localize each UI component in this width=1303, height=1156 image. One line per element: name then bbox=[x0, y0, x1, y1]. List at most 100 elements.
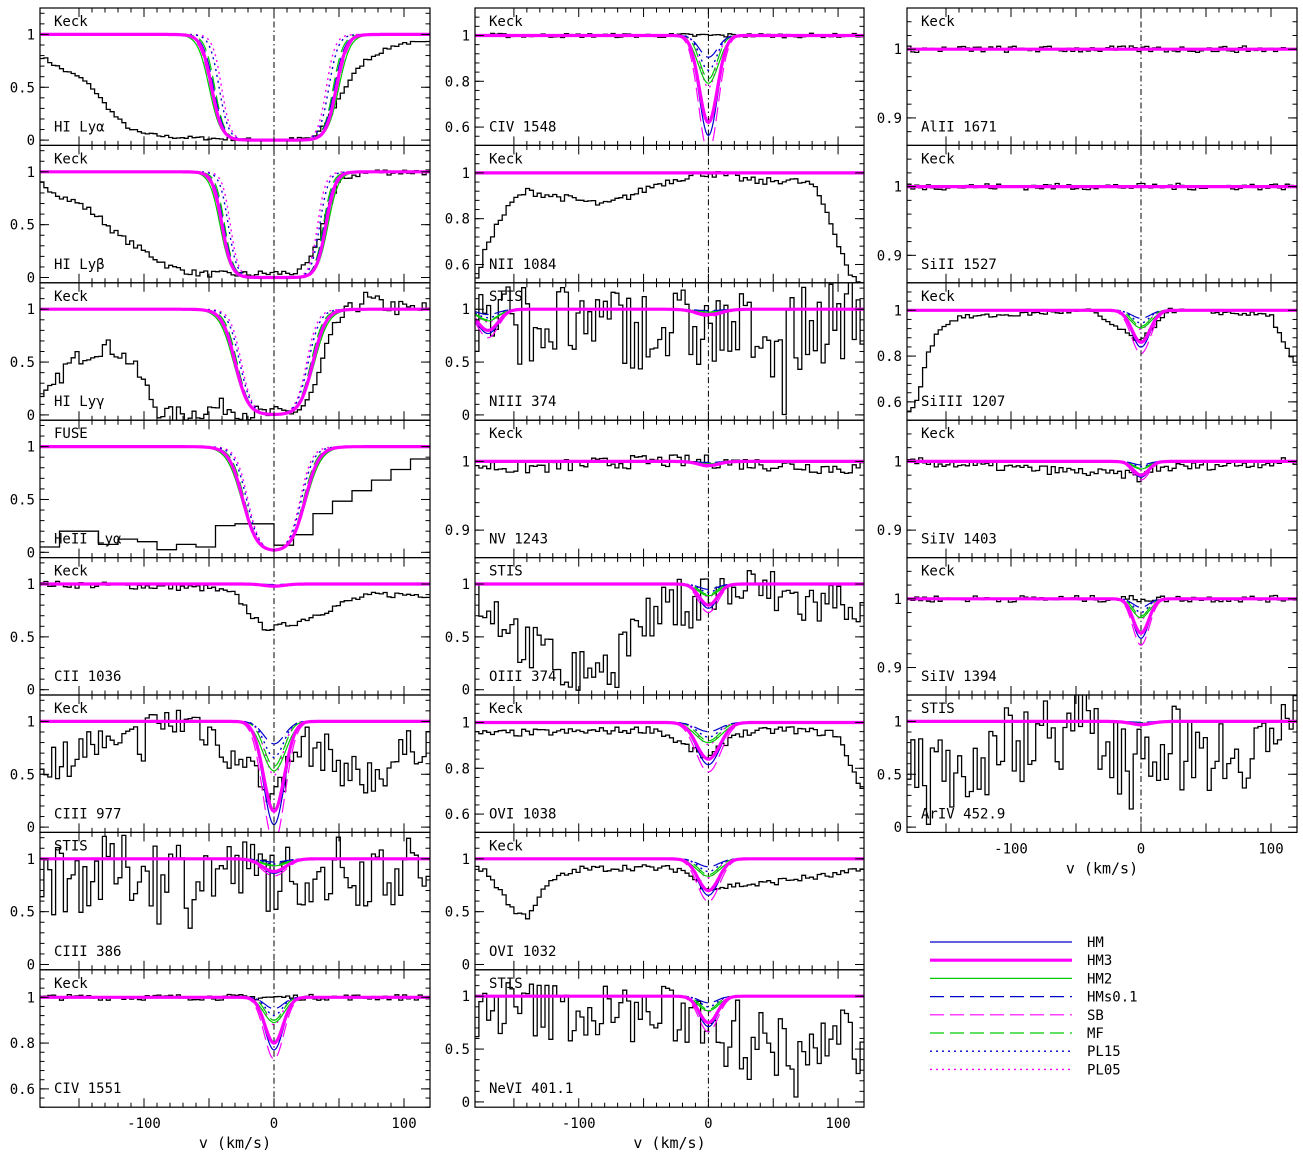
y-tick-label: 1 bbox=[462, 454, 470, 470]
panel-19: 0.9 1 Keck SiIV 1403 bbox=[877, 419, 1298, 559]
y-tick-label: 0.9 bbox=[877, 523, 902, 539]
model-hm3 bbox=[40, 32, 430, 142]
instrument-label: Keck bbox=[54, 976, 88, 992]
line-label: HeII Lyα bbox=[54, 532, 122, 548]
x-tick-label: -100 bbox=[562, 1116, 596, 1132]
panel-4: 0 0.5 1 Keck CII 1036 bbox=[10, 556, 431, 699]
line-label: HI Lyα bbox=[54, 119, 105, 135]
model-pl05 bbox=[475, 34, 864, 89]
observed-spectrum bbox=[40, 291, 430, 421]
panel-21: 0 0.5 1 STIS ArIV 452.9 bbox=[877, 694, 1298, 836]
line-label: CII 1036 bbox=[54, 669, 121, 685]
y-tick-label: 0 bbox=[27, 545, 35, 561]
observed-spectrum bbox=[475, 726, 864, 789]
legend-label: HM bbox=[1087, 935, 1104, 951]
y-tick-label: 1 bbox=[27, 440, 35, 456]
x-axis-label: v (km/s) bbox=[633, 1134, 705, 1152]
y-tick-label: 0.6 bbox=[445, 807, 470, 823]
panel-18: 0.6 0.8 1 Keck SiIII 1207 bbox=[877, 282, 1298, 421]
model-hm3 bbox=[475, 307, 864, 333]
model-hm3 bbox=[40, 307, 430, 416]
y-tick-label: 0.9 bbox=[445, 523, 470, 539]
legend: HM HM3 HM2 HMs0.1 SB MF PL15 PL05 bbox=[930, 935, 1138, 1078]
x-tick-label: 0 bbox=[704, 1116, 712, 1132]
model-hm3 bbox=[475, 857, 864, 893]
panel-0: 0 0.5 1 Keck HI Lyα bbox=[10, 7, 431, 149]
model-hms0-1 bbox=[475, 34, 864, 58]
instrument-label: Keck bbox=[489, 838, 523, 854]
y-tick-label: 1 bbox=[462, 577, 470, 593]
x-tick-label: 100 bbox=[825, 1116, 850, 1132]
y-tick-label: 0.8 bbox=[10, 1036, 35, 1052]
instrument-label: Keck bbox=[489, 151, 523, 167]
model-sb bbox=[907, 460, 1297, 481]
y-tick-label: 0.5 bbox=[10, 355, 35, 371]
y-tick-label: 1 bbox=[462, 852, 470, 868]
y-tick-label: 0 bbox=[894, 820, 902, 836]
y-tick-label: 0 bbox=[27, 683, 35, 699]
line-label: HI Lyγ bbox=[54, 394, 105, 410]
instrument-label: Keck bbox=[54, 14, 88, 30]
line-label: CIV 1551 bbox=[54, 1081, 121, 1097]
legend-label: MF bbox=[1087, 1026, 1104, 1042]
line-label: NIII 374 bbox=[489, 394, 556, 410]
instrument-label: Keck bbox=[921, 14, 955, 30]
y-tick-label: 1 bbox=[27, 577, 35, 593]
line-label: CIII 386 bbox=[54, 944, 121, 960]
observed-spectrum bbox=[40, 834, 430, 929]
instrument-label: Keck bbox=[54, 564, 88, 580]
instrument-label: Keck bbox=[921, 564, 955, 580]
x-tick-label: 100 bbox=[1258, 841, 1283, 857]
y-tick-label: 0 bbox=[462, 683, 470, 699]
observed-spectrum bbox=[907, 45, 1297, 54]
panel-8: 0.6 0.8 1 Keck CIV 1548 bbox=[445, 7, 865, 146]
panel-20: 0.9 1 Keck SiIV 1394 bbox=[877, 556, 1298, 696]
y-tick-label: 0.5 bbox=[10, 905, 35, 921]
line-label: NeVI 401.1 bbox=[489, 1081, 573, 1097]
y-tick-label: 0.5 bbox=[445, 905, 470, 921]
y-tick-label: 1 bbox=[894, 454, 902, 470]
panel-1: 0 0.5 1 Keck HI Lyβ bbox=[10, 144, 431, 287]
line-label: OVI 1038 bbox=[489, 806, 556, 822]
y-tick-label: 0 bbox=[27, 820, 35, 836]
y-tick-label: 0.6 bbox=[10, 1082, 35, 1098]
x-tick-label: -100 bbox=[994, 841, 1028, 857]
line-label: SiIV 1403 bbox=[921, 532, 997, 548]
instrument-label: Keck bbox=[489, 14, 523, 30]
panel-15: 0 0.5 1 STIS NeVI 401.1 bbox=[445, 969, 865, 1111]
observed-spectrum bbox=[475, 171, 864, 283]
y-tick-label: 0.8 bbox=[445, 212, 470, 228]
panel-3: 0 0.5 1 FUSE HeII Lyα bbox=[10, 419, 431, 561]
y-tick-label: 0.9 bbox=[877, 661, 902, 677]
model-hm3 bbox=[475, 994, 864, 1025]
y-tick-label: 0.5 bbox=[10, 80, 35, 96]
line-label: OIII 374 bbox=[489, 669, 556, 685]
y-tick-label: 0 bbox=[27, 408, 35, 424]
model-pl15 bbox=[475, 34, 864, 72]
y-tick-label: 0.5 bbox=[877, 767, 902, 783]
observed-spectrum bbox=[475, 864, 864, 920]
observed-spectrum bbox=[40, 40, 430, 142]
instrument-label: Keck bbox=[54, 289, 88, 305]
y-tick-label: 1 bbox=[462, 302, 470, 318]
observed-spectrum bbox=[40, 709, 430, 803]
y-tick-label: 0.5 bbox=[10, 630, 35, 646]
x-tick-label: 100 bbox=[391, 1116, 416, 1132]
model-hm bbox=[907, 598, 1297, 639]
line-label: AlII 1671 bbox=[921, 119, 997, 135]
legend-label: PL15 bbox=[1087, 1044, 1121, 1060]
line-label: NV 1243 bbox=[489, 532, 548, 548]
x-axis-label: v (km/s) bbox=[1066, 859, 1138, 877]
observed-spectrum bbox=[475, 982, 864, 1098]
y-tick-label: 0.5 bbox=[445, 355, 470, 371]
panel-12: 0 0.5 1 STIS OIII 374 bbox=[445, 556, 865, 699]
model-hm3 bbox=[907, 597, 1297, 635]
x-tick-label: 0 bbox=[1137, 841, 1145, 857]
model-hm3 bbox=[475, 582, 864, 607]
y-tick-label: 0.9 bbox=[877, 111, 902, 127]
line-label: OVI 1032 bbox=[489, 944, 556, 960]
panels: 0 0.5 1 Keck HI Lyα 0 0.5 1 Keck HI Lyβ 0 0.5 1 Keck H… bbox=[10, 7, 1298, 1111]
panel-14: 0 0.5 1 Keck OVI 1032 bbox=[445, 831, 865, 974]
instrument-label: Keck bbox=[921, 151, 955, 167]
legend-label: SB bbox=[1087, 1008, 1104, 1024]
